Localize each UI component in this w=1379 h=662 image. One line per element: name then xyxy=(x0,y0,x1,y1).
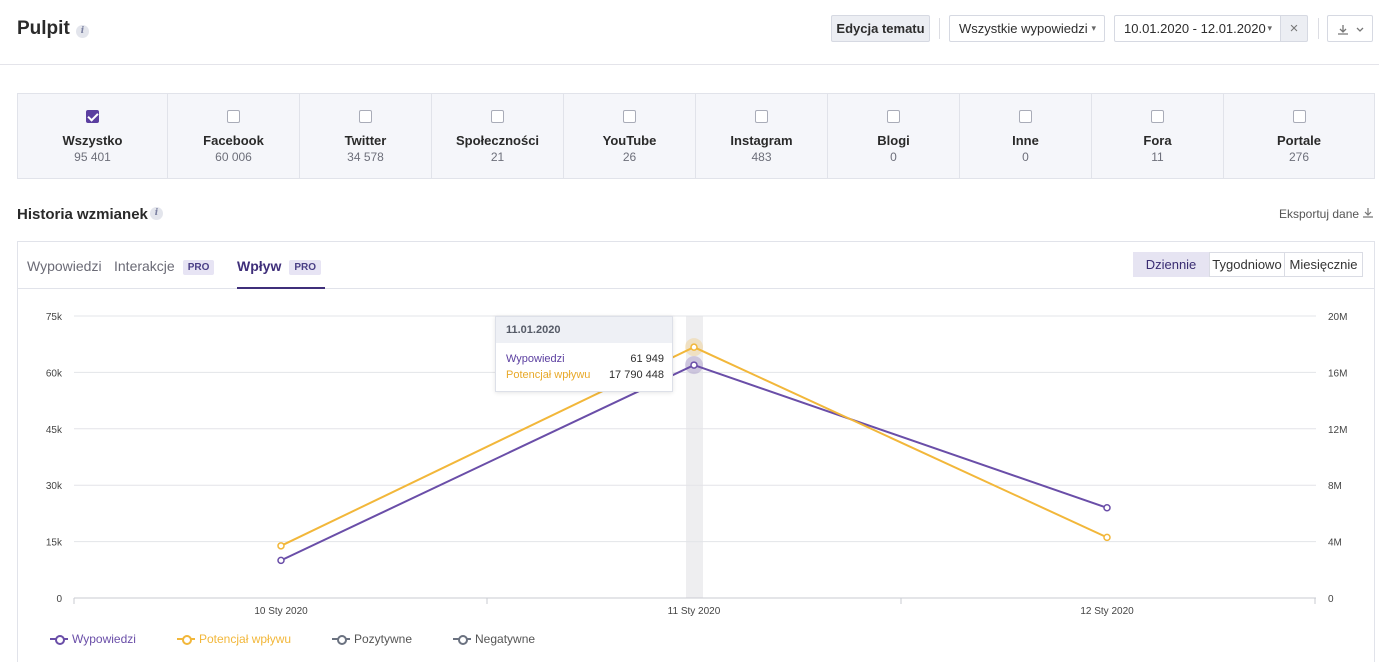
channel-count: 60 006 xyxy=(215,150,252,164)
info-icon[interactable]: i xyxy=(150,207,163,220)
channel-checkbox[interactable] xyxy=(1151,110,1164,123)
pro-badge: PRO xyxy=(289,260,322,275)
channel-facebook[interactable]: Facebook 60 006 xyxy=(168,94,300,178)
download-button[interactable] xyxy=(1327,15,1373,42)
channel-count: 0 xyxy=(890,150,897,164)
legend-label: Negatywne xyxy=(475,632,536,646)
tab-label: Interakcje xyxy=(114,258,175,274)
channel-name: Fora xyxy=(1143,133,1172,148)
date-range-select[interactable]: 10.01.2020 - 12.01.2020 ▾ xyxy=(1114,15,1281,42)
channel-filter-bar: Wszystko 95 401 Facebook 60 006 Twitter 34 57… xyxy=(17,93,1375,179)
tooltip-date: 11.01.2020 xyxy=(496,317,672,343)
tab-bar: Wypowiedzi Interakcje PRO Wpływ PRO Dzienn… xyxy=(18,242,1374,289)
channel-name: Wszystko xyxy=(62,133,123,148)
tooltip-label: Wypowiedzi xyxy=(506,353,565,365)
statements-filter-select[interactable]: Wszystkie wypowiedzi ▾ xyxy=(949,15,1105,42)
channel-checkbox[interactable] xyxy=(491,110,504,123)
legend-label: Potencjał wpływu xyxy=(199,632,292,646)
channel-checkbox[interactable] xyxy=(86,110,99,123)
chevron-down-icon: ▾ xyxy=(1267,23,1272,33)
divider xyxy=(939,18,940,39)
legend-item[interactable]: Pozytywne xyxy=(332,632,412,646)
channel-name: Twitter xyxy=(344,133,387,148)
channel-count: 11 xyxy=(1151,150,1164,164)
channel-checkbox[interactable] xyxy=(887,110,900,123)
channel-instagram[interactable]: Instagram 483 xyxy=(696,94,828,178)
chevron-down-icon: ▾ xyxy=(1091,23,1096,33)
channel-inne[interactable]: Inne 0 xyxy=(960,94,1092,178)
clear-date-button[interactable]: × xyxy=(1280,15,1308,42)
tab-statements[interactable]: Wypowiedzi xyxy=(27,258,102,274)
info-icon[interactable]: i xyxy=(76,25,89,38)
download-icon xyxy=(1338,25,1364,35)
channel-count: 95 401 xyxy=(74,150,111,164)
channel-name: Portale xyxy=(1276,133,1322,148)
channel-fora[interactable]: Fora 11 xyxy=(1092,94,1224,178)
channel-count: 0 xyxy=(1022,150,1029,164)
tooltip-label: Potencjał wpływu xyxy=(506,369,591,381)
channel-checkbox[interactable] xyxy=(227,110,240,123)
channel-name: Facebook xyxy=(203,133,264,148)
section-title: Historia wzmianek xyxy=(17,206,148,223)
chart-tooltip: 11.01.2020 Wypowiedzi 61 949 Potencjał w… xyxy=(495,316,673,392)
channel-name: Społeczności xyxy=(455,133,540,148)
tooltip-value: 17 790 448 xyxy=(608,369,664,381)
tooltip-value: 61 949 xyxy=(630,353,664,365)
channel-count: 483 xyxy=(751,150,772,164)
tab-influence[interactable]: Wpływ PRO xyxy=(237,258,322,275)
pro-badge: PRO xyxy=(182,260,215,275)
export-data-link[interactable]: Eksportuj dane xyxy=(1279,207,1360,221)
channel-checkbox[interactable] xyxy=(359,110,372,123)
channel-wszystko[interactable]: Wszystko 95 401 xyxy=(18,94,168,178)
period-daily-button[interactable]: Dziennie xyxy=(1133,252,1209,277)
divider xyxy=(1318,18,1319,39)
tab-interactions[interactable]: Interakcje PRO xyxy=(114,258,215,275)
legend-item[interactable]: Negatywne xyxy=(453,632,535,646)
channel-portale[interactable]: Portale 276 xyxy=(1224,94,1374,178)
channel-name: Blogi xyxy=(877,133,910,148)
page-title: Pulpit xyxy=(17,18,70,39)
channel-checkbox[interactable] xyxy=(755,110,768,123)
channel-name: Instagram xyxy=(730,133,793,148)
channel-count: 21 xyxy=(490,150,505,164)
channel-name: Inne xyxy=(1012,133,1039,148)
channel-społeczności[interactable]: Społeczności 21 xyxy=(432,94,564,178)
channel-count: 34 578 xyxy=(347,150,384,164)
channel-checkbox[interactable] xyxy=(1019,110,1032,123)
tab-label: Wpływ xyxy=(237,258,282,274)
tab-label: Wypowiedzi xyxy=(27,258,102,274)
history-panel: Wypowiedzi Interakcje PRO Wpływ PRO Dzienn… xyxy=(17,241,1375,662)
close-icon: × xyxy=(1289,20,1299,37)
legend-item[interactable]: Potencjał wpływu xyxy=(177,632,291,646)
legend-marker xyxy=(177,634,195,645)
top-bar: Pulpit i Edycja tematu Wszystkie wypowie… xyxy=(0,0,1379,65)
channel-blogi[interactable]: Blogi 0 xyxy=(828,94,960,178)
period-monthly-button[interactable]: Miesięcznie xyxy=(1284,252,1363,277)
download-icon[interactable] xyxy=(1362,207,1374,219)
channel-youtube[interactable]: YouTube 26 xyxy=(564,94,696,178)
legend-label: Wypowiedzi xyxy=(72,632,136,646)
statements-filter-value: Wszystkie wypowiedzi xyxy=(959,21,1088,36)
channel-checkbox[interactable] xyxy=(623,110,636,123)
edit-topic-button[interactable]: Edycja tematu xyxy=(831,15,930,42)
legend-label: Pozytywne xyxy=(354,632,413,646)
channel-count: 276 xyxy=(1288,150,1310,164)
channel-twitter[interactable]: Twitter 34 578 xyxy=(300,94,432,178)
channel-checkbox[interactable] xyxy=(1292,110,1306,123)
legend-marker xyxy=(453,634,471,645)
legend-marker xyxy=(332,634,350,645)
date-range-value: 10.01.2020 - 12.01.2020 xyxy=(1124,21,1266,36)
legend-marker xyxy=(50,634,68,645)
channel-count: 26 xyxy=(622,150,637,164)
channel-name: YouTube xyxy=(602,133,657,148)
period-weekly-button[interactable]: Tygodniowo xyxy=(1209,252,1284,277)
legend-item[interactable]: Wypowiedzi xyxy=(50,632,136,646)
active-tab-indicator xyxy=(237,287,325,289)
